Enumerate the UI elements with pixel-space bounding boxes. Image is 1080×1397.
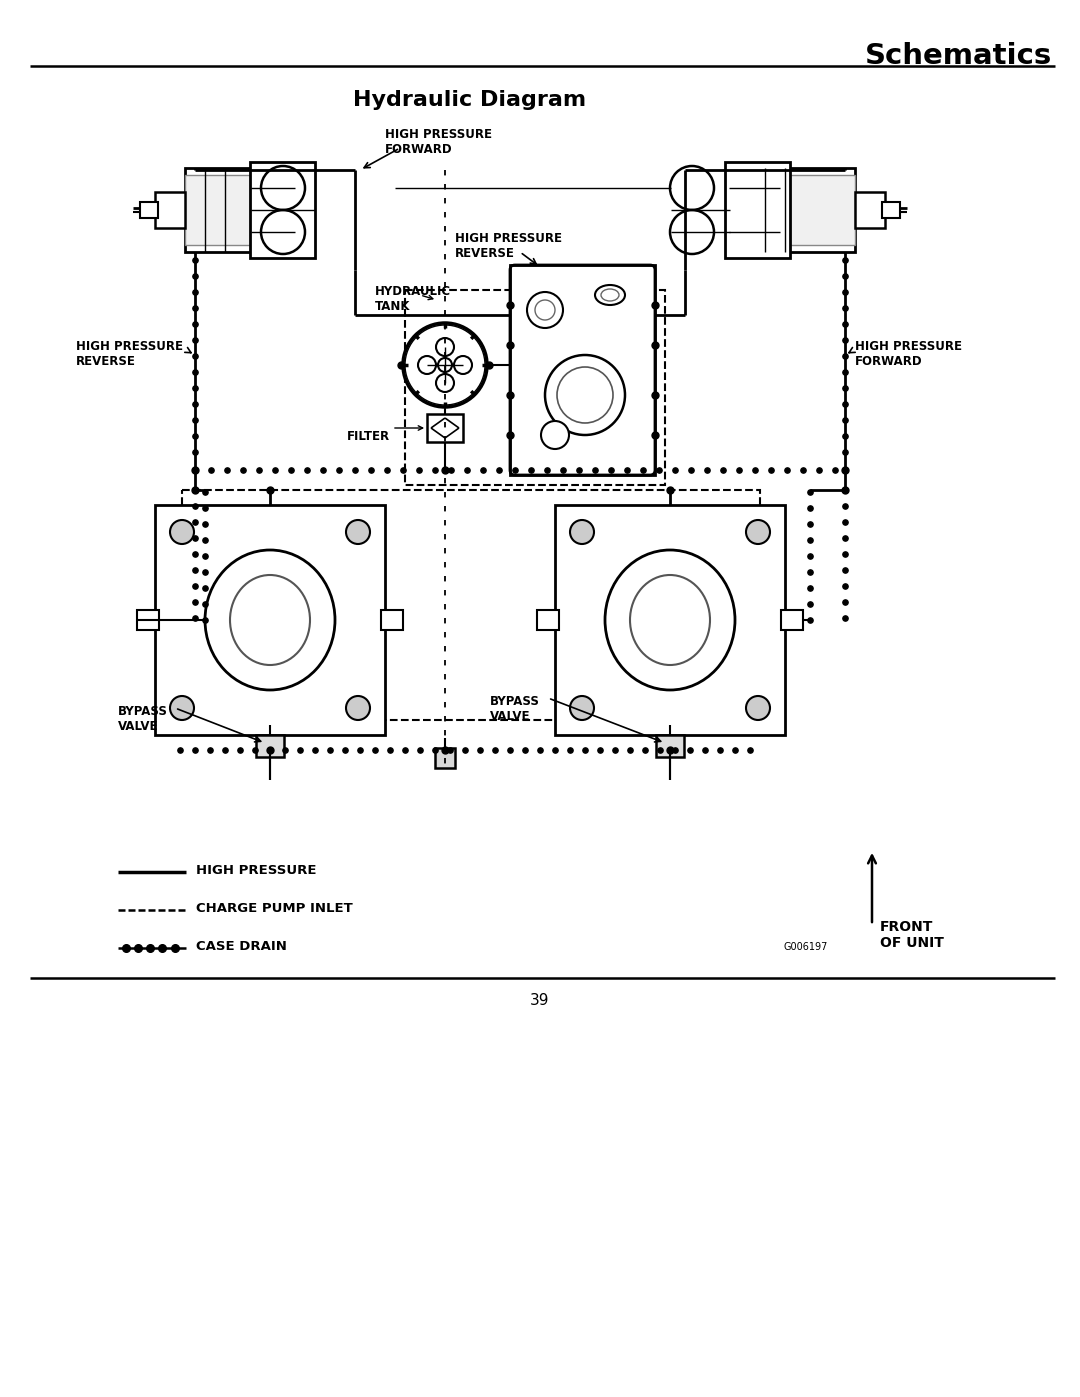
Text: Schematics: Schematics bbox=[865, 42, 1052, 70]
Text: BYPASS
VALVE: BYPASS VALVE bbox=[118, 705, 167, 733]
Bar bbox=[781, 610, 804, 630]
Text: HIGH PRESSURE
FORWARD: HIGH PRESSURE FORWARD bbox=[384, 129, 492, 156]
Circle shape bbox=[570, 696, 594, 719]
Circle shape bbox=[403, 323, 487, 407]
Bar bbox=[510, 265, 654, 475]
Circle shape bbox=[405, 326, 485, 405]
Text: 39: 39 bbox=[530, 993, 550, 1009]
Bar bbox=[656, 735, 684, 757]
FancyBboxPatch shape bbox=[510, 265, 654, 475]
Bar bbox=[156, 191, 185, 228]
Bar bbox=[185, 175, 295, 244]
Circle shape bbox=[261, 210, 305, 254]
Bar bbox=[156, 504, 384, 735]
Ellipse shape bbox=[630, 576, 710, 665]
Text: CHARGE PUMP INLET: CHARGE PUMP INLET bbox=[195, 902, 353, 915]
Bar bbox=[427, 414, 463, 441]
Ellipse shape bbox=[605, 550, 735, 690]
Text: HIGH PRESSURE
FORWARD: HIGH PRESSURE FORWARD bbox=[855, 339, 962, 367]
Text: CASE DRAIN: CASE DRAIN bbox=[195, 940, 287, 953]
Bar bbox=[882, 203, 900, 218]
Text: HYDRAULIC
TANK: HYDRAULIC TANK bbox=[375, 285, 451, 313]
Text: G006197: G006197 bbox=[784, 942, 828, 951]
Circle shape bbox=[438, 358, 453, 372]
Circle shape bbox=[545, 355, 625, 434]
Circle shape bbox=[346, 520, 370, 543]
Bar bbox=[249, 162, 315, 258]
Ellipse shape bbox=[600, 289, 619, 300]
Circle shape bbox=[746, 520, 770, 543]
Circle shape bbox=[746, 696, 770, 719]
Ellipse shape bbox=[230, 576, 310, 665]
Bar bbox=[745, 175, 855, 244]
Text: HIGH PRESSURE: HIGH PRESSURE bbox=[195, 863, 316, 877]
Circle shape bbox=[527, 292, 563, 328]
Ellipse shape bbox=[205, 550, 335, 690]
Circle shape bbox=[535, 300, 555, 320]
Bar bbox=[256, 735, 284, 757]
Circle shape bbox=[261, 166, 305, 210]
Text: BYPASS
VALVE: BYPASS VALVE bbox=[490, 694, 540, 724]
Circle shape bbox=[670, 210, 714, 254]
Bar bbox=[435, 747, 455, 768]
Circle shape bbox=[454, 356, 472, 374]
Circle shape bbox=[346, 696, 370, 719]
Circle shape bbox=[170, 696, 194, 719]
Bar bbox=[855, 191, 885, 228]
Circle shape bbox=[557, 367, 613, 423]
Ellipse shape bbox=[595, 285, 625, 305]
Text: HIGH PRESSURE
REVERSE: HIGH PRESSURE REVERSE bbox=[455, 232, 562, 260]
Bar bbox=[537, 610, 559, 630]
Circle shape bbox=[170, 520, 194, 543]
Circle shape bbox=[570, 520, 594, 543]
Text: Hydraulic Diagram: Hydraulic Diagram bbox=[353, 89, 586, 110]
Text: FILTER: FILTER bbox=[347, 430, 390, 443]
Circle shape bbox=[418, 356, 436, 374]
Bar bbox=[725, 162, 789, 258]
Bar bbox=[140, 203, 158, 218]
Bar bbox=[137, 610, 159, 630]
Bar bbox=[381, 610, 403, 630]
Circle shape bbox=[436, 374, 454, 393]
Bar bbox=[745, 168, 855, 251]
Bar bbox=[555, 504, 785, 735]
Bar bbox=[185, 168, 295, 251]
Circle shape bbox=[436, 338, 454, 356]
Bar bbox=[405, 291, 665, 485]
Text: FRONT
OF UNIT: FRONT OF UNIT bbox=[880, 921, 944, 950]
Bar bbox=[183, 490, 760, 719]
Text: HIGH PRESSURE
REVERSE: HIGH PRESSURE REVERSE bbox=[76, 339, 183, 367]
Circle shape bbox=[670, 166, 714, 210]
Circle shape bbox=[541, 420, 569, 448]
